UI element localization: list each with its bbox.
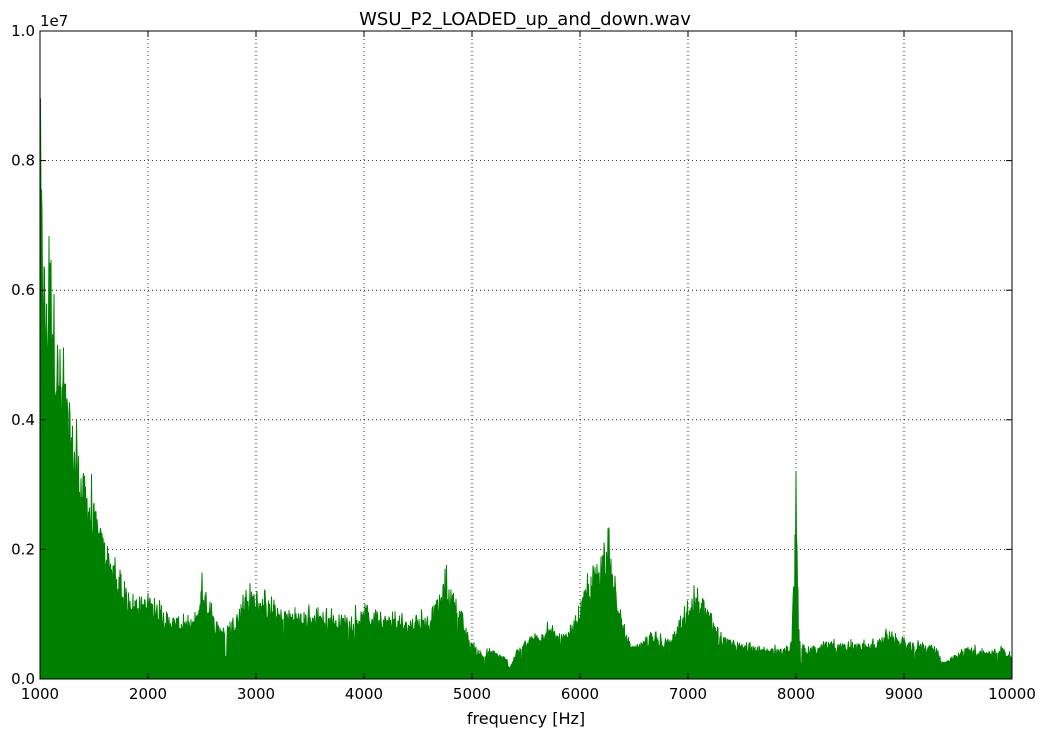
x-tick-label: 9000 <box>885 685 923 703</box>
spectrum-series <box>39 98 1013 680</box>
y-tick-label: 0.6 <box>11 281 35 299</box>
x-tick-label: 10000 <box>988 685 1036 703</box>
x-axis: 1000 2000 3000 4000 5000 6000 7000 8000 9000 1000… <box>21 31 1036 703</box>
y-axis: 0.0 0.2 0.4 0.6 0.8 1.0 <box>11 22 1012 688</box>
x-tick-label: 7000 <box>669 685 707 703</box>
y-tick-label: 0.2 <box>11 540 35 558</box>
y-tick-label: 1.0 <box>11 22 35 40</box>
x-tick-label: 1000 <box>21 685 59 703</box>
x-tick-label: 3000 <box>237 685 275 703</box>
x-tick-label: 4000 <box>345 685 383 703</box>
x-tick-label: 2000 <box>129 685 167 703</box>
plot-frame <box>39 30 1013 680</box>
y-tick-label: 0.0 <box>11 670 35 688</box>
x-tick-label: 5000 <box>453 685 491 703</box>
plot-area <box>39 98 1013 680</box>
y-tick-label: 0.4 <box>11 411 35 429</box>
x-tick-label: 8000 <box>777 685 815 703</box>
y-tick-label: 0.8 <box>11 152 35 170</box>
y-axis-offset-label: 1e7 <box>40 12 68 30</box>
x-axis-label: frequency [Hz] <box>467 709 585 728</box>
x-tick-label: 6000 <box>561 685 599 703</box>
chart-title: WSU_P2_LOADED_up_and_down.wav <box>359 9 691 30</box>
